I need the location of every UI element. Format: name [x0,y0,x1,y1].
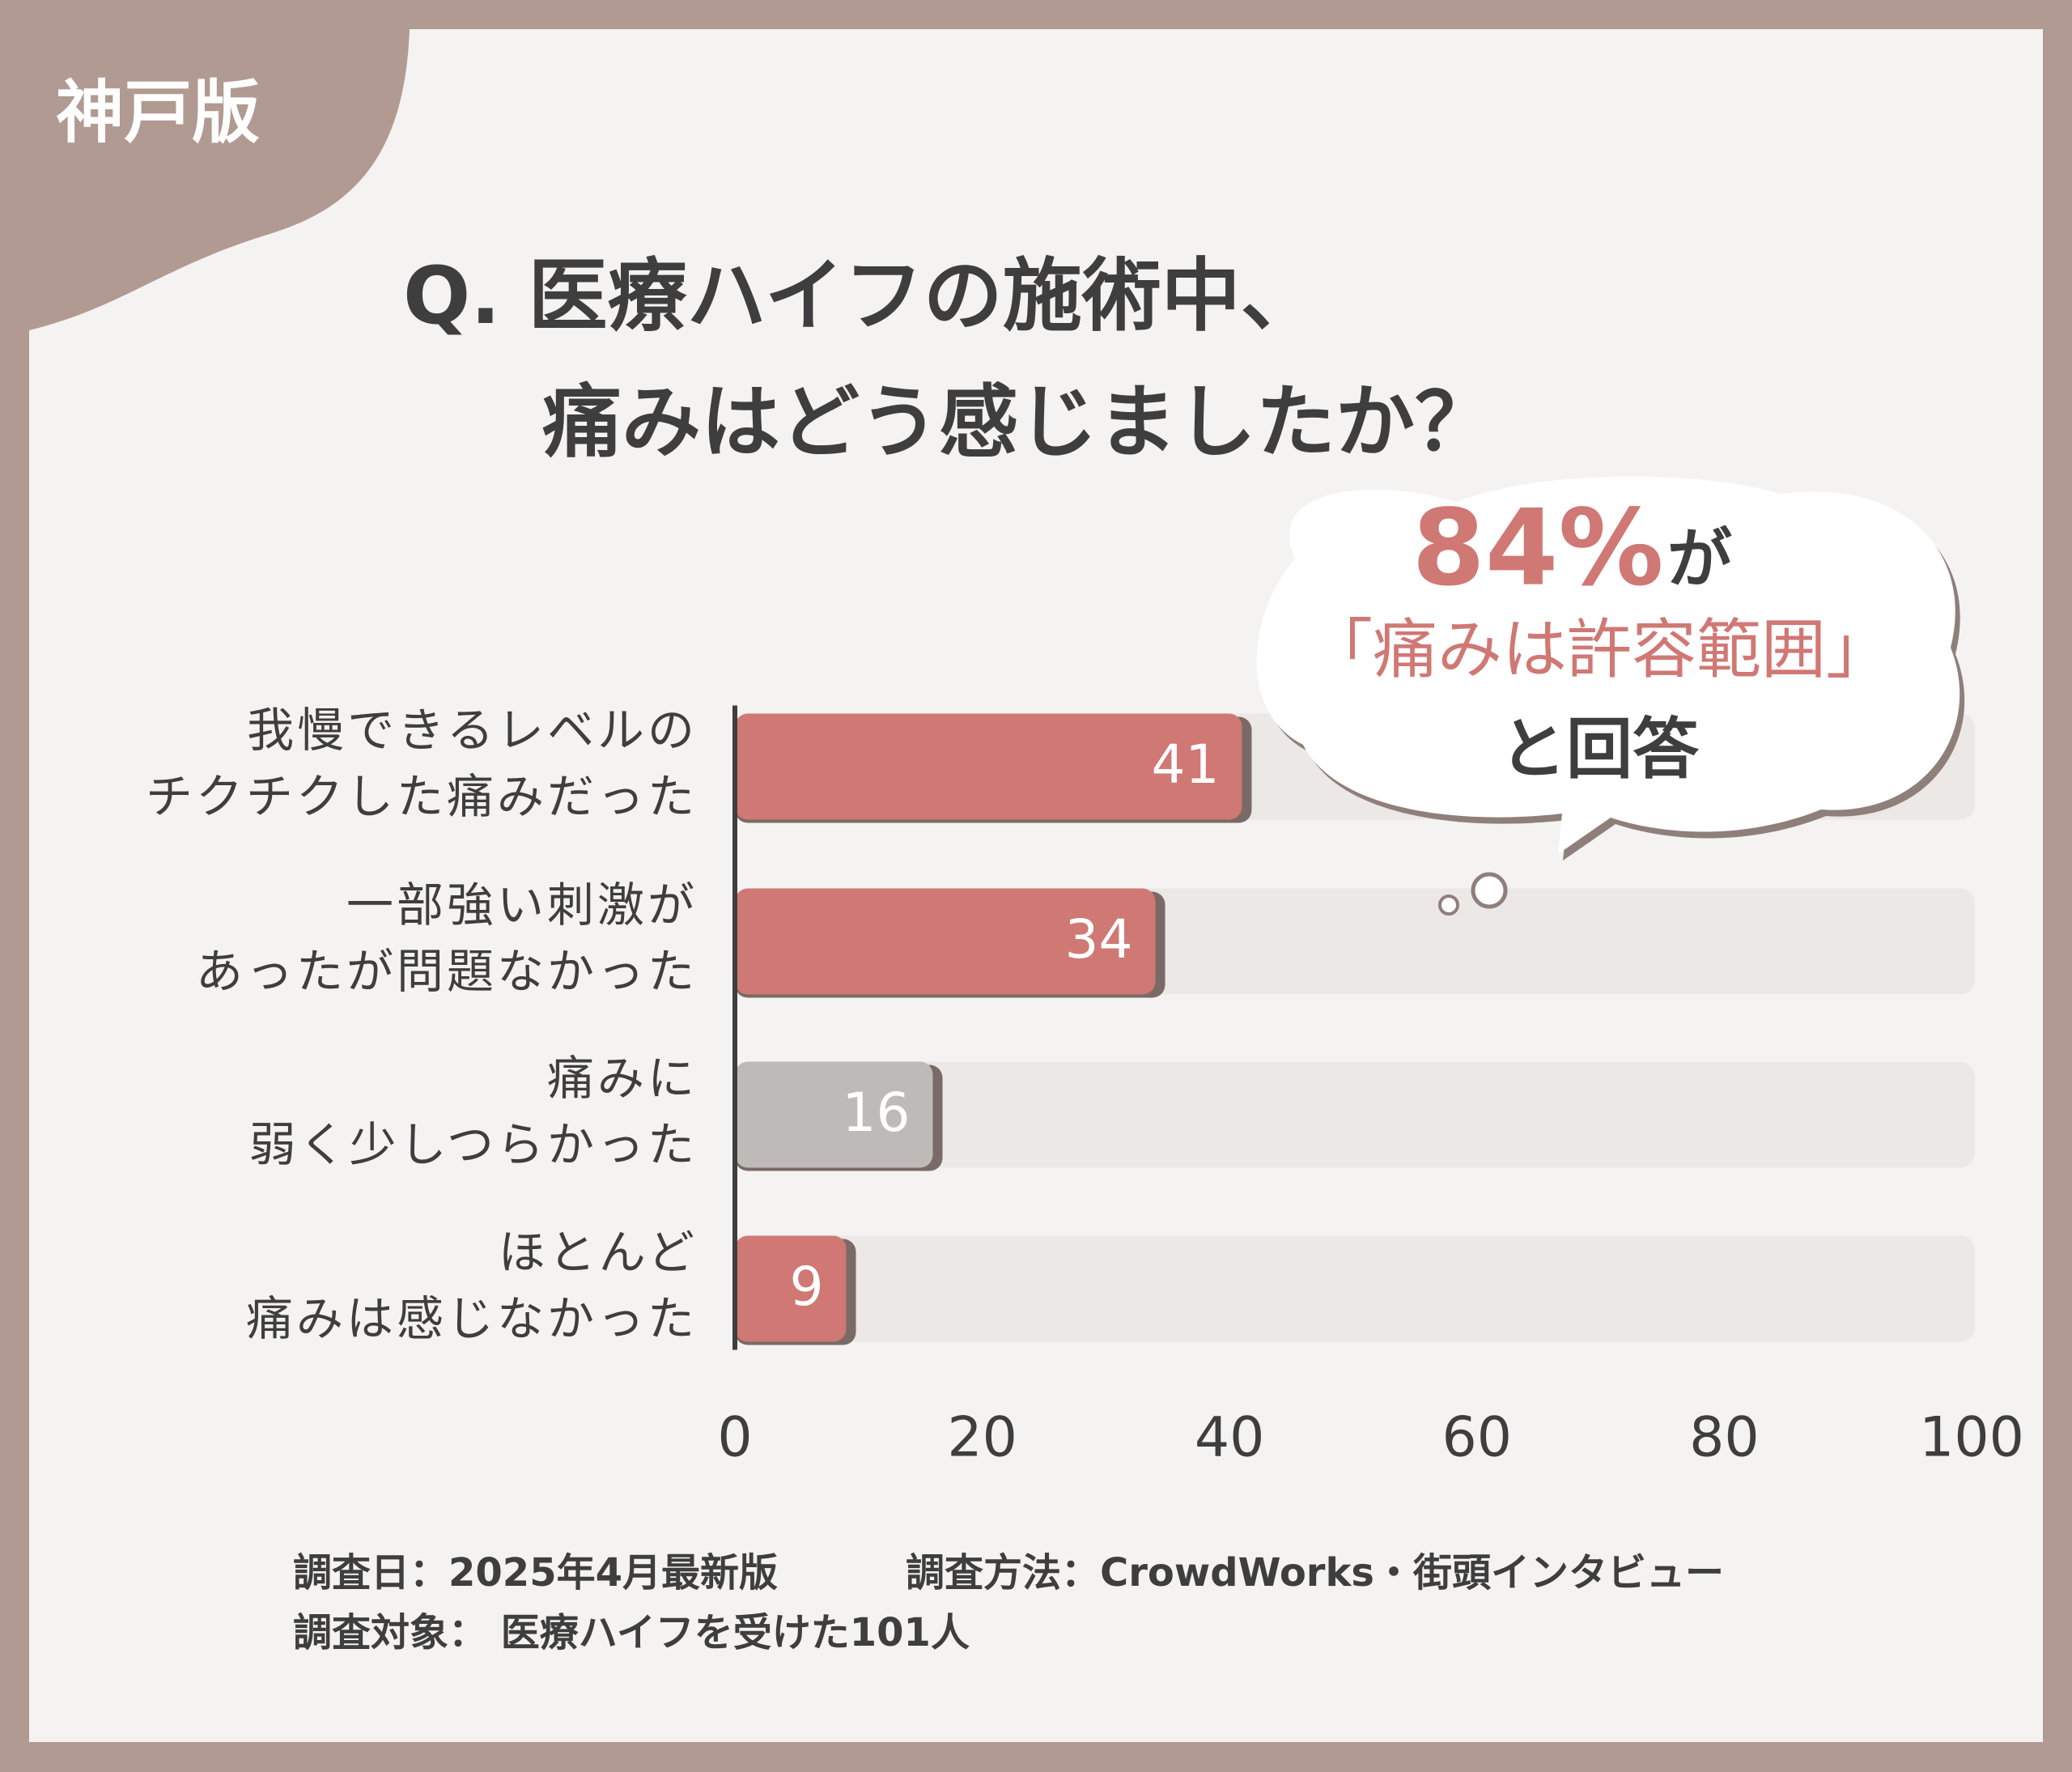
footer-method: 調査方法：CrowdWorks・街頭インタビュー [906,1550,1724,1596]
callout: 84% が 「痛みは許容範囲」 と回答 [1256,476,1965,916]
value-label: 34 [1065,908,1133,971]
y-tick-label: 我慢できるレベルの [247,703,698,758]
bar [735,1235,847,1342]
y-tick-label: 弱く少しつらかった [248,1117,698,1172]
bar [735,888,1156,995]
y-tick-label: チクチクした痛みだった [146,769,698,824]
value-label: 9 [790,1256,824,1318]
bar-track [735,1061,1975,1168]
chart-title: 痛みはどう感じましたか？ [542,376,1494,469]
callout-bubble [1256,476,1960,854]
value-label: 16 [842,1081,910,1144]
y-tick-label: 一部強い刺激が [346,878,698,933]
y-tick-label: ほとんど [499,1225,698,1280]
footer-target: 調査対象： 医療ハイフを受けた101人 [293,1610,970,1655]
callout-dot [1438,894,1459,916]
x-tick-label: 80 [1689,1406,1760,1470]
x-tick-label: 0 [717,1406,752,1470]
x-tick-label: 20 [947,1406,1017,1470]
footer-date: 調査日：2025年4月最新版 [293,1550,778,1596]
callout-dot [1471,872,1508,909]
y-tick-label: あったが問題なかった [196,944,698,999]
callout-quote: 「痛みは許容範囲」 [1308,612,1891,687]
bar [735,713,1242,820]
bar [735,1061,933,1168]
callout-percent: 84% [1412,487,1663,610]
chart-title: Q. 医療ハイフの施術中、 [403,250,1320,342]
callout-particle: が [1667,521,1732,597]
bar-track [735,1235,1975,1342]
x-tick-label: 40 [1195,1406,1265,1470]
badge-text: 神戸版 [56,73,260,152]
badge-shape [29,29,410,330]
y-tick-label: 痛みに [547,1051,698,1106]
callout-tail: と回答 [1500,711,1700,788]
x-tick-label: 60 [1442,1406,1513,1470]
panel [29,29,2043,1742]
value-label: 41 [1151,733,1219,796]
x-tick-label: 100 [1919,1406,2024,1470]
y-tick-label: 痛みは感じなかった [246,1291,698,1346]
